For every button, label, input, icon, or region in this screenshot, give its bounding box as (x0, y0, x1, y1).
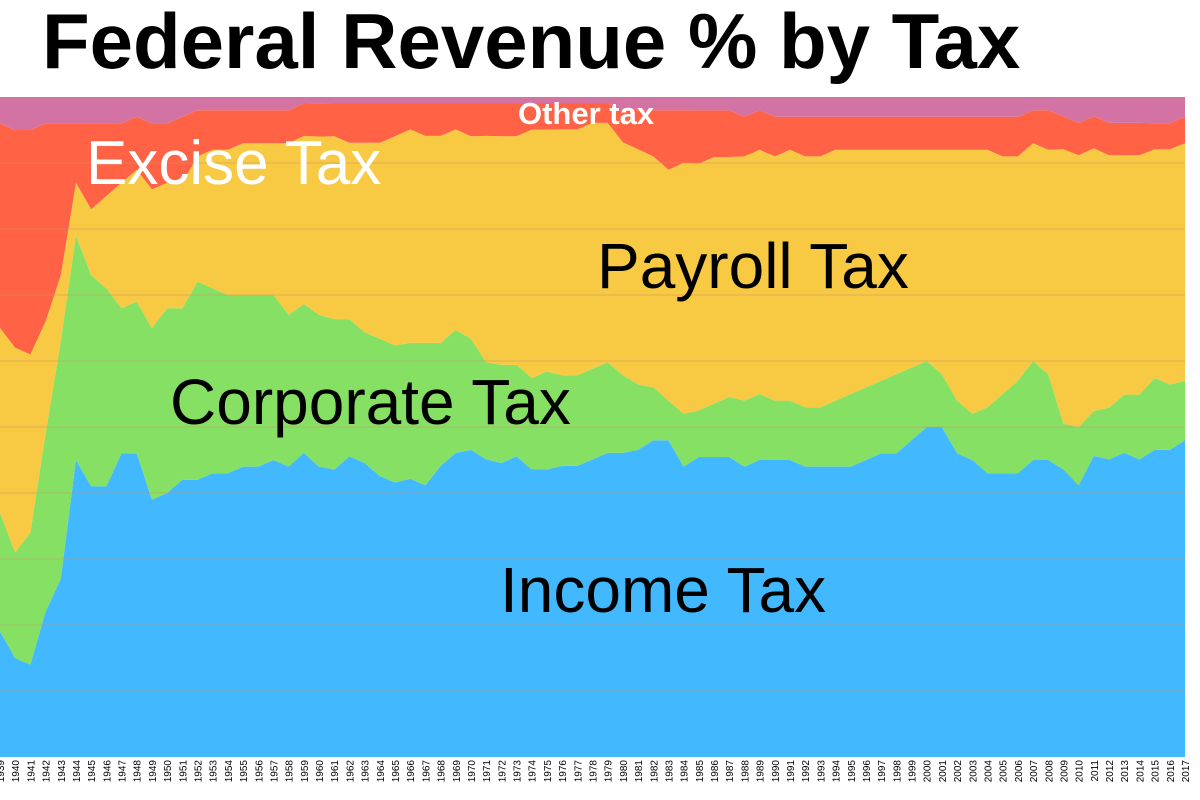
x-tick-label: 1943 (57, 760, 68, 783)
corporate-tax-label: Corporate Tax (170, 366, 571, 438)
x-tick-label: 1986 (710, 760, 721, 783)
x-tick-label: 1945 (87, 760, 98, 783)
x-tick-label: 1997 (877, 760, 888, 783)
x-tick-label: 1960 (315, 760, 326, 783)
x-tick-label: 2004 (984, 760, 995, 783)
other-tax-label: Other tax (518, 96, 655, 131)
x-tick-label: 1981 (634, 760, 645, 783)
x-tick-label: 1956 (254, 760, 265, 783)
x-tick-label: 1982 (649, 760, 660, 783)
x-tick-label: 2006 (1014, 760, 1025, 783)
x-tick-label: 2016 (1166, 760, 1177, 783)
x-tick-label: 1973 (513, 760, 524, 783)
x-tick-label: 1984 (680, 760, 691, 783)
x-tick-label: 1994 (832, 760, 843, 783)
x-tick-label: 1952 (194, 760, 205, 783)
x-tick-label: 1993 (816, 760, 827, 783)
x-tick-label: 1951 (178, 760, 189, 783)
chart-title: Federal Revenue % by Tax (42, 0, 1021, 85)
x-tick-label: 2011 (1090, 760, 1101, 782)
x-tick-label: 1970 (467, 760, 478, 783)
x-tick-label: 1964 (376, 760, 387, 783)
x-tick-label: 1988 (740, 760, 751, 783)
x-tick-label: 1965 (391, 760, 402, 783)
x-tick-label: 1998 (892, 760, 903, 783)
excise-tax-label: Excise Tax (86, 129, 381, 198)
x-tick-label: 2007 (1029, 760, 1040, 783)
x-tick-label: 1942 (42, 760, 53, 783)
x-tick-label: 2012 (1105, 760, 1116, 783)
x-tick-label: 2010 (1075, 760, 1086, 783)
x-tick-label: 1992 (801, 760, 812, 783)
x-tick-label: 1978 (589, 760, 600, 783)
x-tick-label: 1976 (558, 760, 569, 783)
x-tick-label: 1995 (847, 760, 858, 783)
x-tick-label: 1958 (285, 760, 296, 783)
x-tick-label: 1966 (406, 760, 417, 783)
x-tick-label: 2009 (1059, 760, 1070, 783)
x-tick-label: 1987 (725, 760, 736, 783)
payroll-tax-label: Payroll Tax (597, 230, 909, 302)
x-tick-label: 1954 (224, 760, 235, 783)
x-tick-label: 2017 (1181, 760, 1192, 783)
x-tick-label: 1955 (239, 760, 250, 783)
x-tick-label: 1953 (209, 760, 220, 783)
x-tick-label: 1944 (72, 760, 83, 783)
x-axis-tick-labels: 1939 1940 1941 1942 1943 1944 1945 1946 1947 1948… (0, 760, 1192, 783)
x-tick-label: 1996 (862, 760, 873, 783)
x-tick-label: 1963 (361, 760, 372, 783)
other-tax-area (0, 97, 1185, 130)
income-tax-area (0, 427, 1185, 757)
x-tick-label: 1946 (102, 760, 113, 783)
x-tick-label: 2000 (923, 760, 934, 783)
x-tick-label: 2005 (999, 760, 1010, 783)
stacked-areas (0, 97, 1185, 757)
x-tick-label: 1947 (118, 760, 129, 783)
x-tick-label: 1959 (300, 760, 311, 783)
x-tick-label: 2003 (968, 760, 979, 783)
x-tick-label: 2015 (1151, 760, 1162, 783)
x-tick-label: 1939 (0, 760, 7, 783)
x-tick-label: 2008 (1044, 760, 1055, 783)
x-tick-label: 1980 (619, 760, 630, 783)
x-tick-label: 1948 (133, 760, 144, 783)
x-tick-label: 1990 (771, 760, 782, 783)
x-tick-label: 1979 (604, 760, 615, 783)
income-tax-label: Income Tax (500, 554, 826, 626)
x-tick-label: 1971 (482, 760, 493, 783)
horizontal-gridlines (0, 162, 1185, 692)
x-tick-label: 1983 (664, 760, 675, 783)
corporate-tax-area (0, 235, 1185, 665)
x-tick-label: 1941 (26, 760, 37, 783)
x-tick-label: 1969 (452, 760, 463, 783)
excise-tax-area (0, 103, 1185, 355)
series-labels: Income Tax Corporate Tax Payroll Tax Excise… (86, 96, 909, 626)
x-tick-label: 1972 (497, 760, 508, 783)
x-tick-label: 2014 (1135, 760, 1146, 783)
x-tick-label: 1975 (543, 760, 554, 783)
x-tick-label: 1957 (269, 760, 280, 783)
x-tick-label: 1961 (330, 760, 341, 783)
x-tick-label: 2013 (1120, 760, 1131, 783)
x-tick-label: 1989 (756, 760, 767, 783)
x-tick-label: 1949 (148, 760, 159, 783)
x-tick-label: 1940 (11, 760, 22, 783)
x-tick-label: 1977 (573, 760, 584, 783)
x-tick-label: 1999 (908, 760, 919, 783)
x-tick-label: 2002 (953, 760, 964, 783)
x-tick-label: 1985 (695, 760, 706, 783)
x-tick-label: 1950 (163, 760, 174, 783)
payroll-tax-area (0, 122, 1185, 553)
x-tick-label: 1991 (786, 760, 797, 783)
x-tick-label: 1967 (421, 760, 432, 783)
x-tick-label: 1962 (345, 760, 356, 783)
x-tick-label: 1968 (437, 760, 448, 783)
x-tick-label: 1974 (528, 760, 539, 783)
x-tick-label: 2001 (938, 760, 949, 783)
